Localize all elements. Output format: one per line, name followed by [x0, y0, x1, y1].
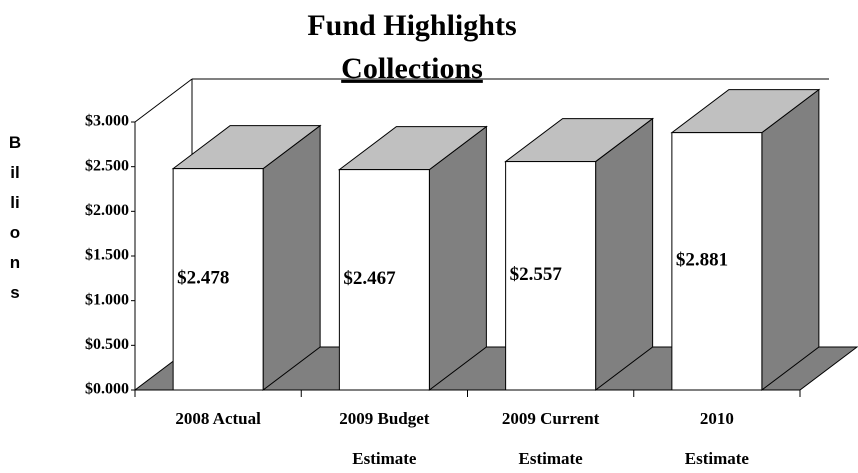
- x-tick-label: 2009 Budget: [339, 409, 430, 428]
- bar: [671, 132, 763, 391]
- x-tick-label: 2009 Current: [502, 409, 600, 428]
- y-tick-label: $3.000: [85, 113, 129, 130]
- bar: [172, 168, 264, 391]
- value-label: $2.557: [510, 264, 563, 285]
- bar: [505, 161, 597, 391]
- bar-side: [428, 125, 487, 392]
- bar-side: [262, 124, 321, 392]
- x-tick-label: 2010: [700, 409, 734, 428]
- y-tick-label: $0.000: [85, 381, 129, 398]
- chart-subtitle: Collections: [341, 52, 483, 85]
- x-tick-label: Estimate: [519, 449, 584, 468]
- bar-side: [595, 117, 654, 392]
- y-tick-label: $2.500: [85, 157, 129, 174]
- x-tick-label: Estimate: [685, 449, 750, 468]
- y-axis-label: Billions: [8, 133, 22, 302]
- x-tick-label: Estimate: [352, 449, 417, 468]
- value-label: $2.467: [343, 268, 396, 289]
- y-tick-label: $2.000: [85, 202, 129, 219]
- y-tick-label: $0.500: [85, 336, 129, 353]
- y-tick-label: $1.500: [85, 247, 129, 264]
- bar-side: [761, 88, 820, 392]
- chart-title: Fund Highlights: [307, 9, 516, 42]
- value-label: $2.881: [676, 250, 728, 271]
- wall-corner: [134, 78, 193, 123]
- y-tick-label: $1.000: [85, 291, 129, 308]
- value-label: $2.478: [177, 268, 229, 289]
- x-tick-label: 2008 Actual: [175, 409, 261, 428]
- bar: [338, 169, 430, 391]
